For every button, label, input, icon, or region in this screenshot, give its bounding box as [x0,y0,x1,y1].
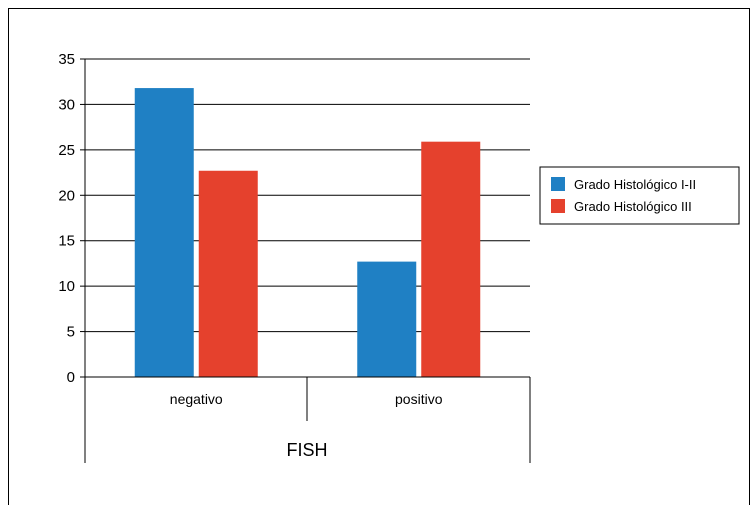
y-tick-label: 25 [58,142,75,159]
y-tick-label: 5 [67,324,75,341]
legend-box [539,166,740,225]
category-label: negativo [170,391,223,407]
legend-label: Grado Histológico I-II [574,177,696,192]
x-axis-label: FISH [286,440,327,460]
axes [84,59,531,463]
legend: Grado Histológico I-II Grado Histológico … [539,166,740,225]
chart-frame [8,8,750,505]
bar [421,141,481,377]
bar [134,88,194,378]
bar [357,261,417,377]
y-tick-label: 0 [67,369,75,386]
category-label: positivo [395,391,443,407]
y-tick-label: 20 [58,187,75,204]
legend-label: Grado Histológico III [574,199,692,214]
legend-swatch [551,177,565,191]
y-tick-label: 15 [58,233,75,250]
legend-swatch [551,199,565,213]
y-tick-label: 10 [58,278,75,295]
bar [198,170,258,377]
category-labels: negativo positivo [170,391,443,407]
y-tick-label: 30 [58,96,75,113]
bars [134,88,481,378]
y-tick-labels: 0 5 10 15 20 25 30 35 [58,51,85,386]
y-tick-label: 35 [58,51,75,68]
